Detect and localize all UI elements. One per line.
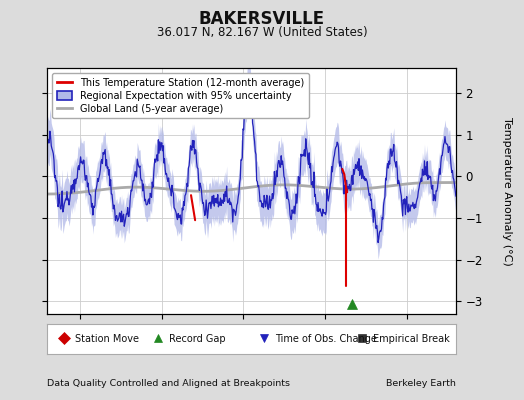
Text: Record Gap: Record Gap bbox=[169, 334, 226, 344]
Legend: This Temperature Station (12-month average), Regional Expectation with 95% uncer: This Temperature Station (12-month avera… bbox=[52, 73, 309, 118]
Text: Data Quality Controlled and Aligned at Breakpoints: Data Quality Controlled and Aligned at B… bbox=[47, 379, 290, 388]
Text: Time of Obs. Change: Time of Obs. Change bbox=[275, 334, 377, 344]
Text: BAKERSVILLE: BAKERSVILLE bbox=[199, 10, 325, 28]
Text: Station Move: Station Move bbox=[75, 334, 139, 344]
Text: 36.017 N, 82.167 W (United States): 36.017 N, 82.167 W (United States) bbox=[157, 26, 367, 39]
Text: Berkeley Earth: Berkeley Earth bbox=[386, 379, 456, 388]
Text: Empirical Break: Empirical Break bbox=[373, 334, 450, 344]
Y-axis label: Temperature Anomaly (°C): Temperature Anomaly (°C) bbox=[503, 117, 512, 265]
